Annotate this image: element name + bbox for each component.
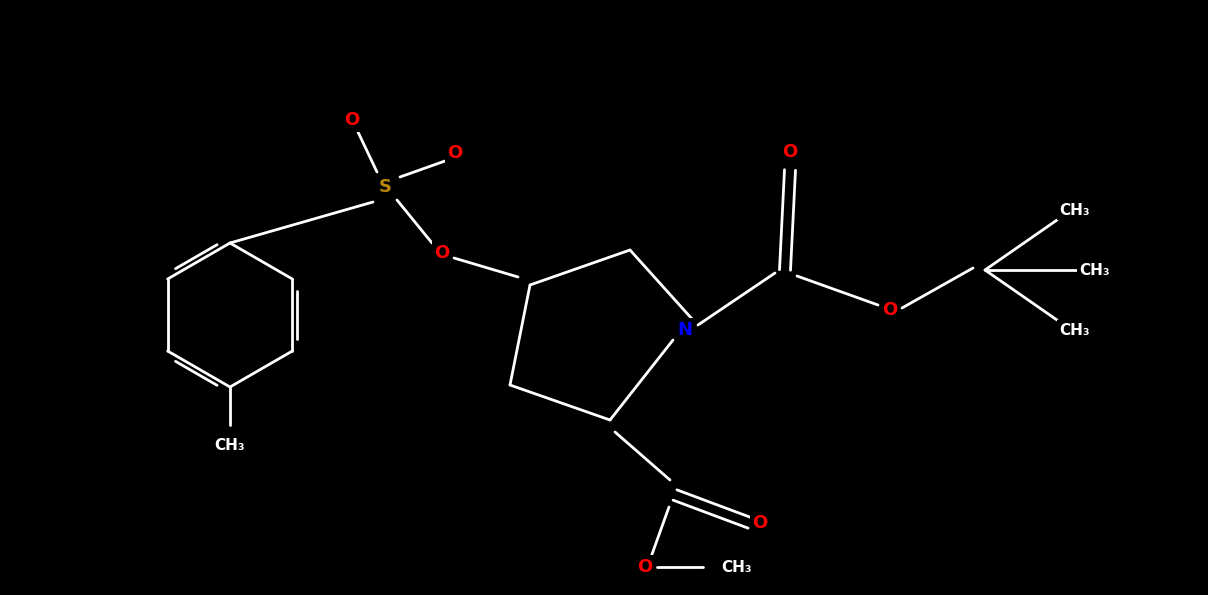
Text: O: O bbox=[753, 514, 767, 532]
Text: O: O bbox=[447, 144, 463, 162]
Text: O: O bbox=[882, 301, 898, 319]
Text: O: O bbox=[344, 111, 360, 129]
Text: CH₃: CH₃ bbox=[215, 437, 245, 453]
Text: O: O bbox=[783, 143, 797, 161]
Text: N: N bbox=[678, 321, 692, 339]
Text: CH₃: CH₃ bbox=[1080, 262, 1110, 277]
Text: S: S bbox=[378, 178, 391, 196]
Text: CH₃: CH₃ bbox=[1059, 202, 1091, 218]
Text: O: O bbox=[638, 558, 652, 576]
Text: CH₃: CH₃ bbox=[1059, 322, 1091, 337]
Text: O: O bbox=[435, 244, 449, 262]
Text: CH₃: CH₃ bbox=[721, 559, 753, 575]
